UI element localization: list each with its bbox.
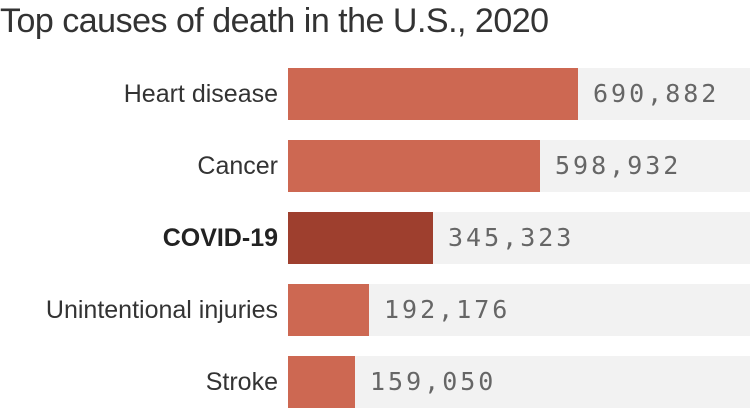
value-label: 598,932 [555,151,682,180]
bar-row: Unintentional injuries 192,176 [0,284,750,336]
value-label: 192,176 [384,295,511,324]
value-label: 690,882 [593,79,720,108]
bar-row: COVID-19 345,323 [0,212,750,264]
bar [288,212,433,264]
category-label: Heart disease [123,80,278,108]
category-label: Unintentional injuries [45,296,278,324]
category-label: Stroke [205,368,278,396]
bar [288,68,578,120]
chart-title: Top causes of death in the U.S., 2020 [0,2,549,40]
bar [288,356,355,408]
bar-row: Stroke 159,050 [0,356,750,408]
bar [288,284,369,336]
bar-track [288,356,750,408]
bar-row: Heart disease 690,882 [0,68,750,120]
value-label: 159,050 [370,367,497,396]
category-label: COVID-19 [162,224,278,252]
bar-row: Cancer 598,932 [0,140,750,192]
value-label: 345,323 [448,223,575,252]
category-label: Cancer [197,152,278,180]
bar [288,140,540,192]
